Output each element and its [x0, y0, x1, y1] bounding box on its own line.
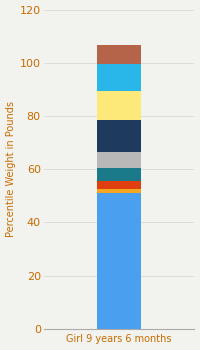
Bar — [97, 46, 141, 64]
Bar — [97, 181, 141, 189]
Bar — [97, 193, 141, 329]
Bar — [97, 91, 141, 120]
Y-axis label: Percentile Weight in Pounds: Percentile Weight in Pounds — [6, 101, 16, 237]
Bar — [97, 189, 141, 193]
Bar — [97, 168, 141, 181]
Bar — [97, 152, 141, 168]
Bar — [97, 64, 141, 91]
Bar — [97, 120, 141, 152]
